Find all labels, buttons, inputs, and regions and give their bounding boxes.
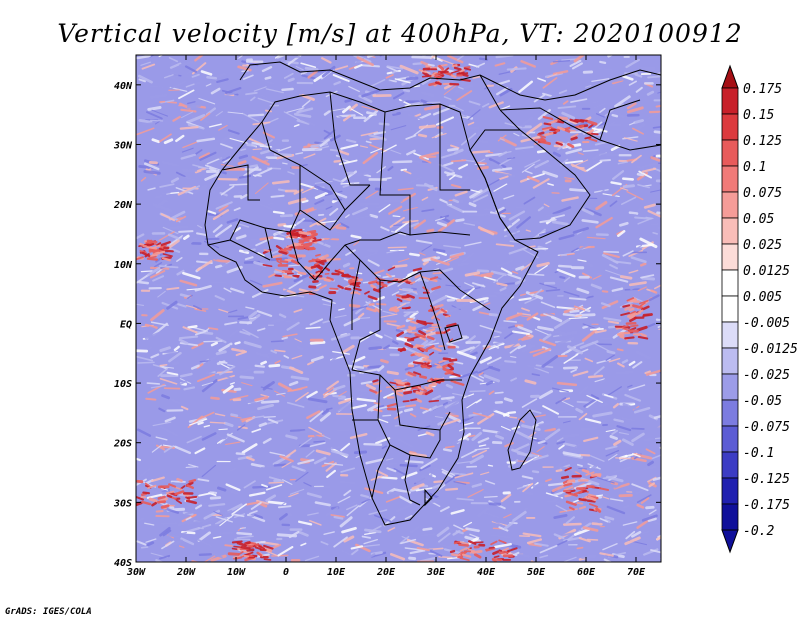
lat-tick-label: 30S — [113, 498, 132, 509]
lon-tick-label: 0 — [283, 567, 289, 578]
lon-tick-label: 50E — [527, 567, 546, 578]
colorbar-swatch — [721, 87, 739, 115]
colorbar-label: -0.0125 — [743, 342, 798, 357]
europe-coast — [239, 61, 546, 101]
colorbar-label: 0.1 — [743, 160, 766, 175]
grads-credit: GrADS: IGES/COLA — [5, 607, 92, 617]
colorbar-swatch — [721, 191, 739, 219]
colorbar-label: -0.025 — [743, 368, 790, 383]
middle-east-borders — [479, 69, 661, 151]
colorbar-label: 0.125 — [743, 134, 782, 149]
map-title: Vertical velocity [m/s] at 400hPa, VT: 2… — [57, 19, 742, 48]
colorbar-swatch — [721, 321, 739, 349]
lon-tick-label: 30E — [426, 567, 446, 578]
colorbar: 0.175 0.15 0.125 0.1 0.075 0.05 0.025 0.0125 0.0… — [721, 64, 798, 554]
colorbar-swatch — [721, 243, 739, 271]
internal-borders-west — [207, 209, 361, 281]
colorbar-label: 0.175 — [743, 82, 782, 97]
lon-tick-label: 10E — [327, 567, 346, 578]
colorbar-swatch — [721, 503, 739, 531]
lat-tick-label: 10S — [114, 379, 132, 390]
colorbar-swatch — [721, 451, 739, 479]
velocity-hotspots — [136, 63, 653, 562]
colorbar-swatch — [721, 269, 739, 297]
lat-tick-label: EQ — [120, 319, 132, 330]
colorbar-swatch — [721, 295, 739, 323]
map-panel — [136, 55, 661, 562]
lon-tick-label: 40E — [477, 567, 496, 578]
colorbar-label: 0.15 — [743, 108, 774, 123]
lat-tick-label: 20N — [113, 200, 133, 211]
colorbar-swatch — [721, 373, 739, 401]
colorbar-label: 0.075 — [743, 186, 782, 201]
lat-tick-label: 10N — [114, 260, 133, 271]
latitude-axis: 40N 30N 20N 10N EQ 10S 20S 30S 40S — [113, 81, 661, 569]
lon-tick-label: 20W — [176, 567, 196, 578]
colorbar-swatch — [721, 113, 739, 141]
colorbar-label: 0.05 — [743, 212, 774, 227]
colorbar-swatch — [721, 139, 739, 167]
madagascar — [507, 409, 537, 471]
lon-tick-label: 20E — [376, 567, 396, 578]
lat-tick-label: 30N — [113, 140, 133, 151]
colorbar-swatch — [721, 165, 739, 193]
colorbar-swatch — [721, 477, 739, 505]
lat-tick-label: 20S — [113, 439, 132, 450]
colorbar-swatch — [721, 425, 739, 453]
colorbar-label: -0.175 — [743, 498, 790, 513]
colorbar-label: -0.005 — [743, 316, 790, 331]
colorbar-min-arrow — [721, 529, 739, 554]
colorbar-max-arrow — [721, 64, 739, 89]
colorbar-swatch — [721, 217, 739, 245]
lon-tick-label: 70E — [627, 567, 646, 578]
arabian-peninsula — [469, 129, 591, 241]
map-frame — [135, 54, 662, 563]
africa-coastline — [204, 91, 539, 526]
colorbar-label: -0.125 — [743, 472, 790, 487]
colorbar-label: 0.005 — [743, 290, 782, 305]
country-borders — [204, 61, 661, 526]
lon-tick-label: 60E — [577, 567, 596, 578]
lon-tick-label: 30W — [126, 567, 146, 578]
longitude-axis: 30W 20W 10W 0 10E 20E 30E 40E 50E 60E 70E — [126, 55, 646, 578]
colorbar-label: -0.05 — [743, 394, 782, 409]
lon-tick-label: 10W — [227, 567, 246, 578]
colorbar-label: 0.0125 — [743, 264, 790, 279]
internal-borders-north — [221, 91, 470, 235]
colorbar-label: -0.2 — [743, 524, 774, 539]
internal-borders-central — [344, 231, 491, 371]
colorbar-label: 0.025 — [743, 238, 782, 253]
lat-tick-label: 40S — [114, 558, 132, 569]
internal-borders-south — [351, 369, 462, 507]
lat-tick-label: 40N — [114, 81, 133, 92]
lake-victoria — [444, 324, 463, 343]
colorbar-label: -0.075 — [743, 420, 790, 435]
colorbar-swatch — [721, 399, 739, 427]
colorbar-swatch — [721, 347, 739, 375]
colorbar-label: -0.1 — [743, 446, 774, 461]
